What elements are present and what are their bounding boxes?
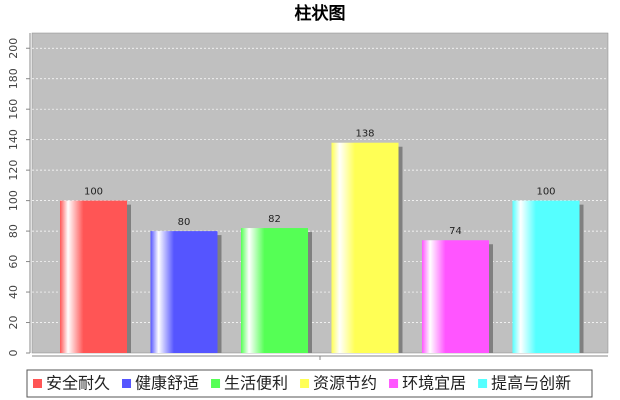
bar <box>150 231 218 353</box>
legend-label: 资源节约 <box>313 374 377 393</box>
legend-label: 提高与创新 <box>491 374 571 393</box>
value-label: 100 <box>84 187 103 198</box>
legend-label: 生活便利 <box>224 374 288 393</box>
legend-swatch <box>211 379 221 388</box>
legend-label: 安全耐久 <box>46 374 110 393</box>
legend-swatch <box>389 379 399 388</box>
y-tick-label: 0 <box>7 350 20 357</box>
value-label: 82 <box>268 214 281 225</box>
y-tick-label: 40 <box>7 285 20 299</box>
y-tick-label: 100 <box>7 190 20 211</box>
y-tick-label: 120 <box>7 160 20 181</box>
y-tick-label: 80 <box>7 224 20 238</box>
value-label: 80 <box>178 217 191 228</box>
legend-box <box>26 369 593 398</box>
value-label: 74 <box>449 226 462 237</box>
y-tick-label: 160 <box>7 99 20 120</box>
value-label: 138 <box>355 129 374 140</box>
bar <box>512 200 580 353</box>
legend-swatch <box>33 379 42 388</box>
chart-title: 柱状图 <box>295 3 346 24</box>
y-tick-label: 140 <box>7 129 20 150</box>
bar <box>241 228 308 353</box>
legend-label: 环境宜居 <box>402 374 466 393</box>
legend-swatch <box>300 379 310 388</box>
y-tick-label: 200 <box>7 38 20 59</box>
legend-label: 健康舒适 <box>135 374 199 393</box>
legend-swatch <box>122 379 132 388</box>
bar <box>422 240 489 353</box>
bar <box>60 200 127 353</box>
legend-swatch <box>478 379 488 388</box>
y-tick-label: 20 <box>7 316 20 330</box>
y-tick-label: 60 <box>7 255 20 269</box>
y-tick-label: 180 <box>7 68 20 89</box>
bar <box>331 142 399 353</box>
value-label: 100 <box>536 187 555 198</box>
